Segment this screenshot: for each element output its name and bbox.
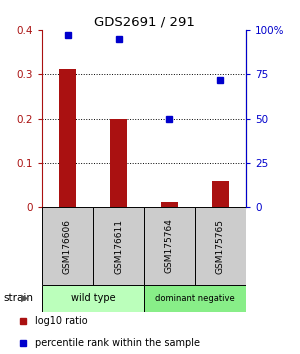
Bar <box>110 119 128 207</box>
Bar <box>144 285 246 312</box>
Bar <box>42 285 144 312</box>
Text: GSM175765: GSM175765 <box>216 218 225 274</box>
Text: dominant negative: dominant negative <box>155 294 235 303</box>
Text: log10 ratio: log10 ratio <box>35 316 87 326</box>
Bar <box>195 207 246 285</box>
Bar <box>93 207 144 285</box>
Text: GSM175764: GSM175764 <box>165 218 174 274</box>
Text: percentile rank within the sample: percentile rank within the sample <box>35 338 200 348</box>
Text: ▶: ▶ <box>21 293 28 303</box>
Bar <box>58 69 76 207</box>
Bar <box>212 181 230 207</box>
Text: strain: strain <box>3 293 33 303</box>
Bar <box>42 207 93 285</box>
Title: GDS2691 / 291: GDS2691 / 291 <box>94 16 194 29</box>
Text: GSM176606: GSM176606 <box>63 218 72 274</box>
Text: GSM176611: GSM176611 <box>114 218 123 274</box>
Bar <box>144 207 195 285</box>
Text: wild type: wild type <box>71 293 115 303</box>
Bar <box>160 202 178 207</box>
